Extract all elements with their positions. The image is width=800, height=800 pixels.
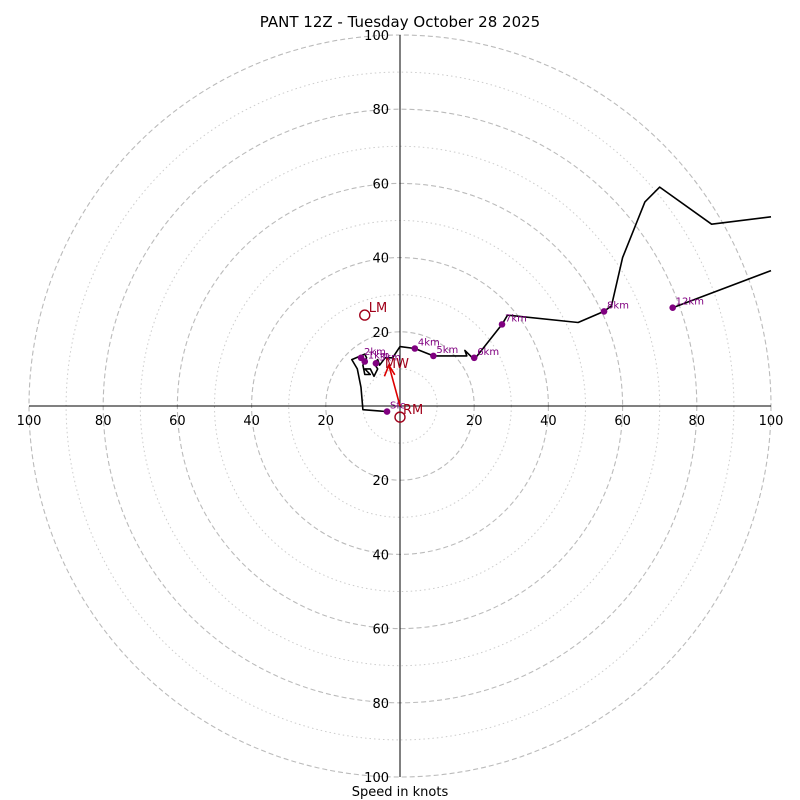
height-marker-dot	[669, 304, 676, 311]
lm-marker	[359, 309, 371, 321]
height-marker-label: 8km	[607, 300, 629, 311]
rm-marker	[394, 411, 406, 423]
x-tick-label: 20	[318, 414, 335, 429]
y-tick-label: 80	[372, 103, 389, 118]
x-tick-label: 80	[689, 414, 706, 429]
x-tick-label: 100	[759, 414, 784, 429]
y-tick-label: 20	[372, 474, 389, 489]
storm-motion: LM RM MW	[359, 301, 423, 423]
y-tick-label: 60	[372, 623, 389, 638]
height-marker-dot	[357, 354, 365, 362]
height-marker-label: 4km	[418, 337, 440, 348]
wind-trace-line	[350, 186, 772, 413]
height-marker-dot	[430, 352, 437, 360]
y-tick-label: 60	[372, 177, 389, 192]
x-tick-label: 60	[614, 414, 631, 429]
mw-label: MW	[385, 357, 409, 372]
height-marker-dot	[498, 321, 506, 328]
height-marker-dot	[383, 408, 391, 415]
upper-wind-trace-line	[672, 269, 772, 309]
height-marker-dot	[372, 360, 380, 367]
y-tick-label: 80	[372, 697, 389, 712]
height-marker-dot	[470, 354, 478, 362]
x-tick-label: 40	[243, 414, 260, 429]
height-marker-label: 6km	[477, 347, 499, 358]
x-tick-label: 60	[169, 414, 186, 429]
rm-label: RM	[403, 403, 423, 418]
y-tick-label: 100	[364, 771, 389, 786]
x-tick-label: 100	[17, 414, 42, 429]
height-marker-label: 7km	[505, 313, 527, 324]
y-tick-label: 40	[372, 252, 389, 267]
height-marker-label: Sfc	[390, 401, 405, 412]
x-axis-label: Speed in knots	[352, 785, 449, 800]
shear-arrow-head	[383, 363, 396, 377]
y-tick-label: 40	[372, 548, 389, 563]
height-marker-label: 12km	[676, 297, 704, 308]
height-marker-label: 2km	[364, 347, 386, 358]
height-marker-dot	[411, 345, 419, 352]
wind-traces	[350, 186, 772, 413]
height-marker-label: 3km	[379, 352, 401, 363]
lm-label: LM	[369, 301, 387, 316]
tick-labels: 20 20 20 20 40 40 40 40 60 60 60 60 80 80 80 80 100 100 10…	[17, 29, 784, 786]
height-marker-label: 1km	[368, 350, 390, 361]
chart-title: PANT 12Z - Tuesday October 28 2025	[260, 13, 540, 31]
x-tick-label: 40	[540, 414, 557, 429]
y-tick-label: 20	[372, 326, 389, 341]
shear-arrow	[388, 364, 401, 407]
x-tick-label: 80	[95, 414, 112, 429]
height-marker-label: 5km	[436, 345, 458, 356]
x-tick-label: 20	[466, 414, 483, 429]
height-marker-dot	[600, 308, 608, 315]
y-tick-label: 100	[364, 29, 389, 44]
